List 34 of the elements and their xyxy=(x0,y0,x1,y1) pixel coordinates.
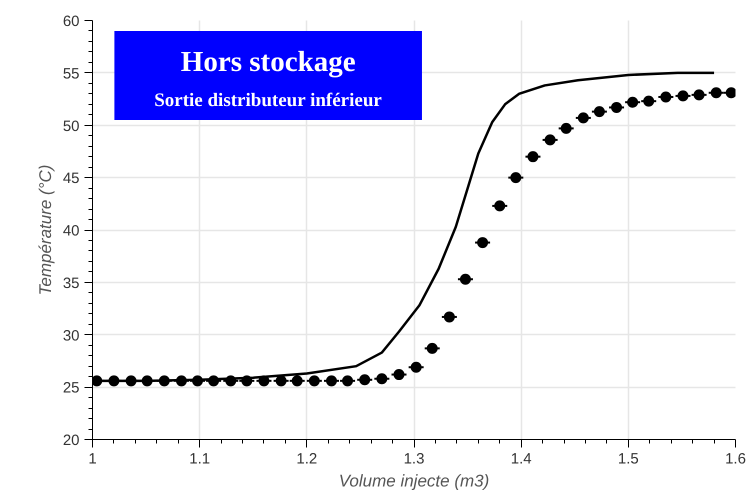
point xyxy=(477,237,488,248)
y-tick-label: 60 xyxy=(62,13,80,30)
x-tick-label: 1.6 xyxy=(725,450,746,468)
point xyxy=(527,151,538,162)
y-tick-label: 55 xyxy=(62,65,80,82)
x-tick-label: 1.3 xyxy=(404,450,424,468)
y-tick-label: 25 xyxy=(62,380,80,397)
y-tick-label: 30 xyxy=(62,327,80,344)
point xyxy=(578,112,589,124)
point xyxy=(544,134,556,146)
x-tick-label: 1.4 xyxy=(510,450,532,468)
x-tick-label: 1.1 xyxy=(189,450,210,468)
y-tick-label: 20 xyxy=(62,432,80,449)
point xyxy=(494,200,506,212)
point xyxy=(393,369,404,380)
x-tick-label: 1.2 xyxy=(296,450,318,468)
x-axis-title: Volume injecte (m3) xyxy=(338,472,490,490)
y-tick-label: 45 xyxy=(62,170,80,188)
y-tick-label: 40 xyxy=(62,222,80,240)
x-tick-label: 1.5 xyxy=(618,450,639,468)
point xyxy=(594,106,605,118)
x-tick-label: 1 xyxy=(88,450,97,468)
y-tick-label: 50 xyxy=(62,118,80,135)
point xyxy=(460,274,471,285)
text: Hors stockage xyxy=(180,46,356,78)
text: Sortie distributeur inférieur xyxy=(154,90,382,112)
y-tick-label: 35 xyxy=(62,274,80,292)
point xyxy=(510,172,522,184)
y-axis-title: Température (°C) xyxy=(36,164,55,296)
point xyxy=(444,311,455,322)
point xyxy=(426,342,438,354)
point xyxy=(611,102,622,113)
point xyxy=(410,362,422,373)
point xyxy=(560,122,572,134)
